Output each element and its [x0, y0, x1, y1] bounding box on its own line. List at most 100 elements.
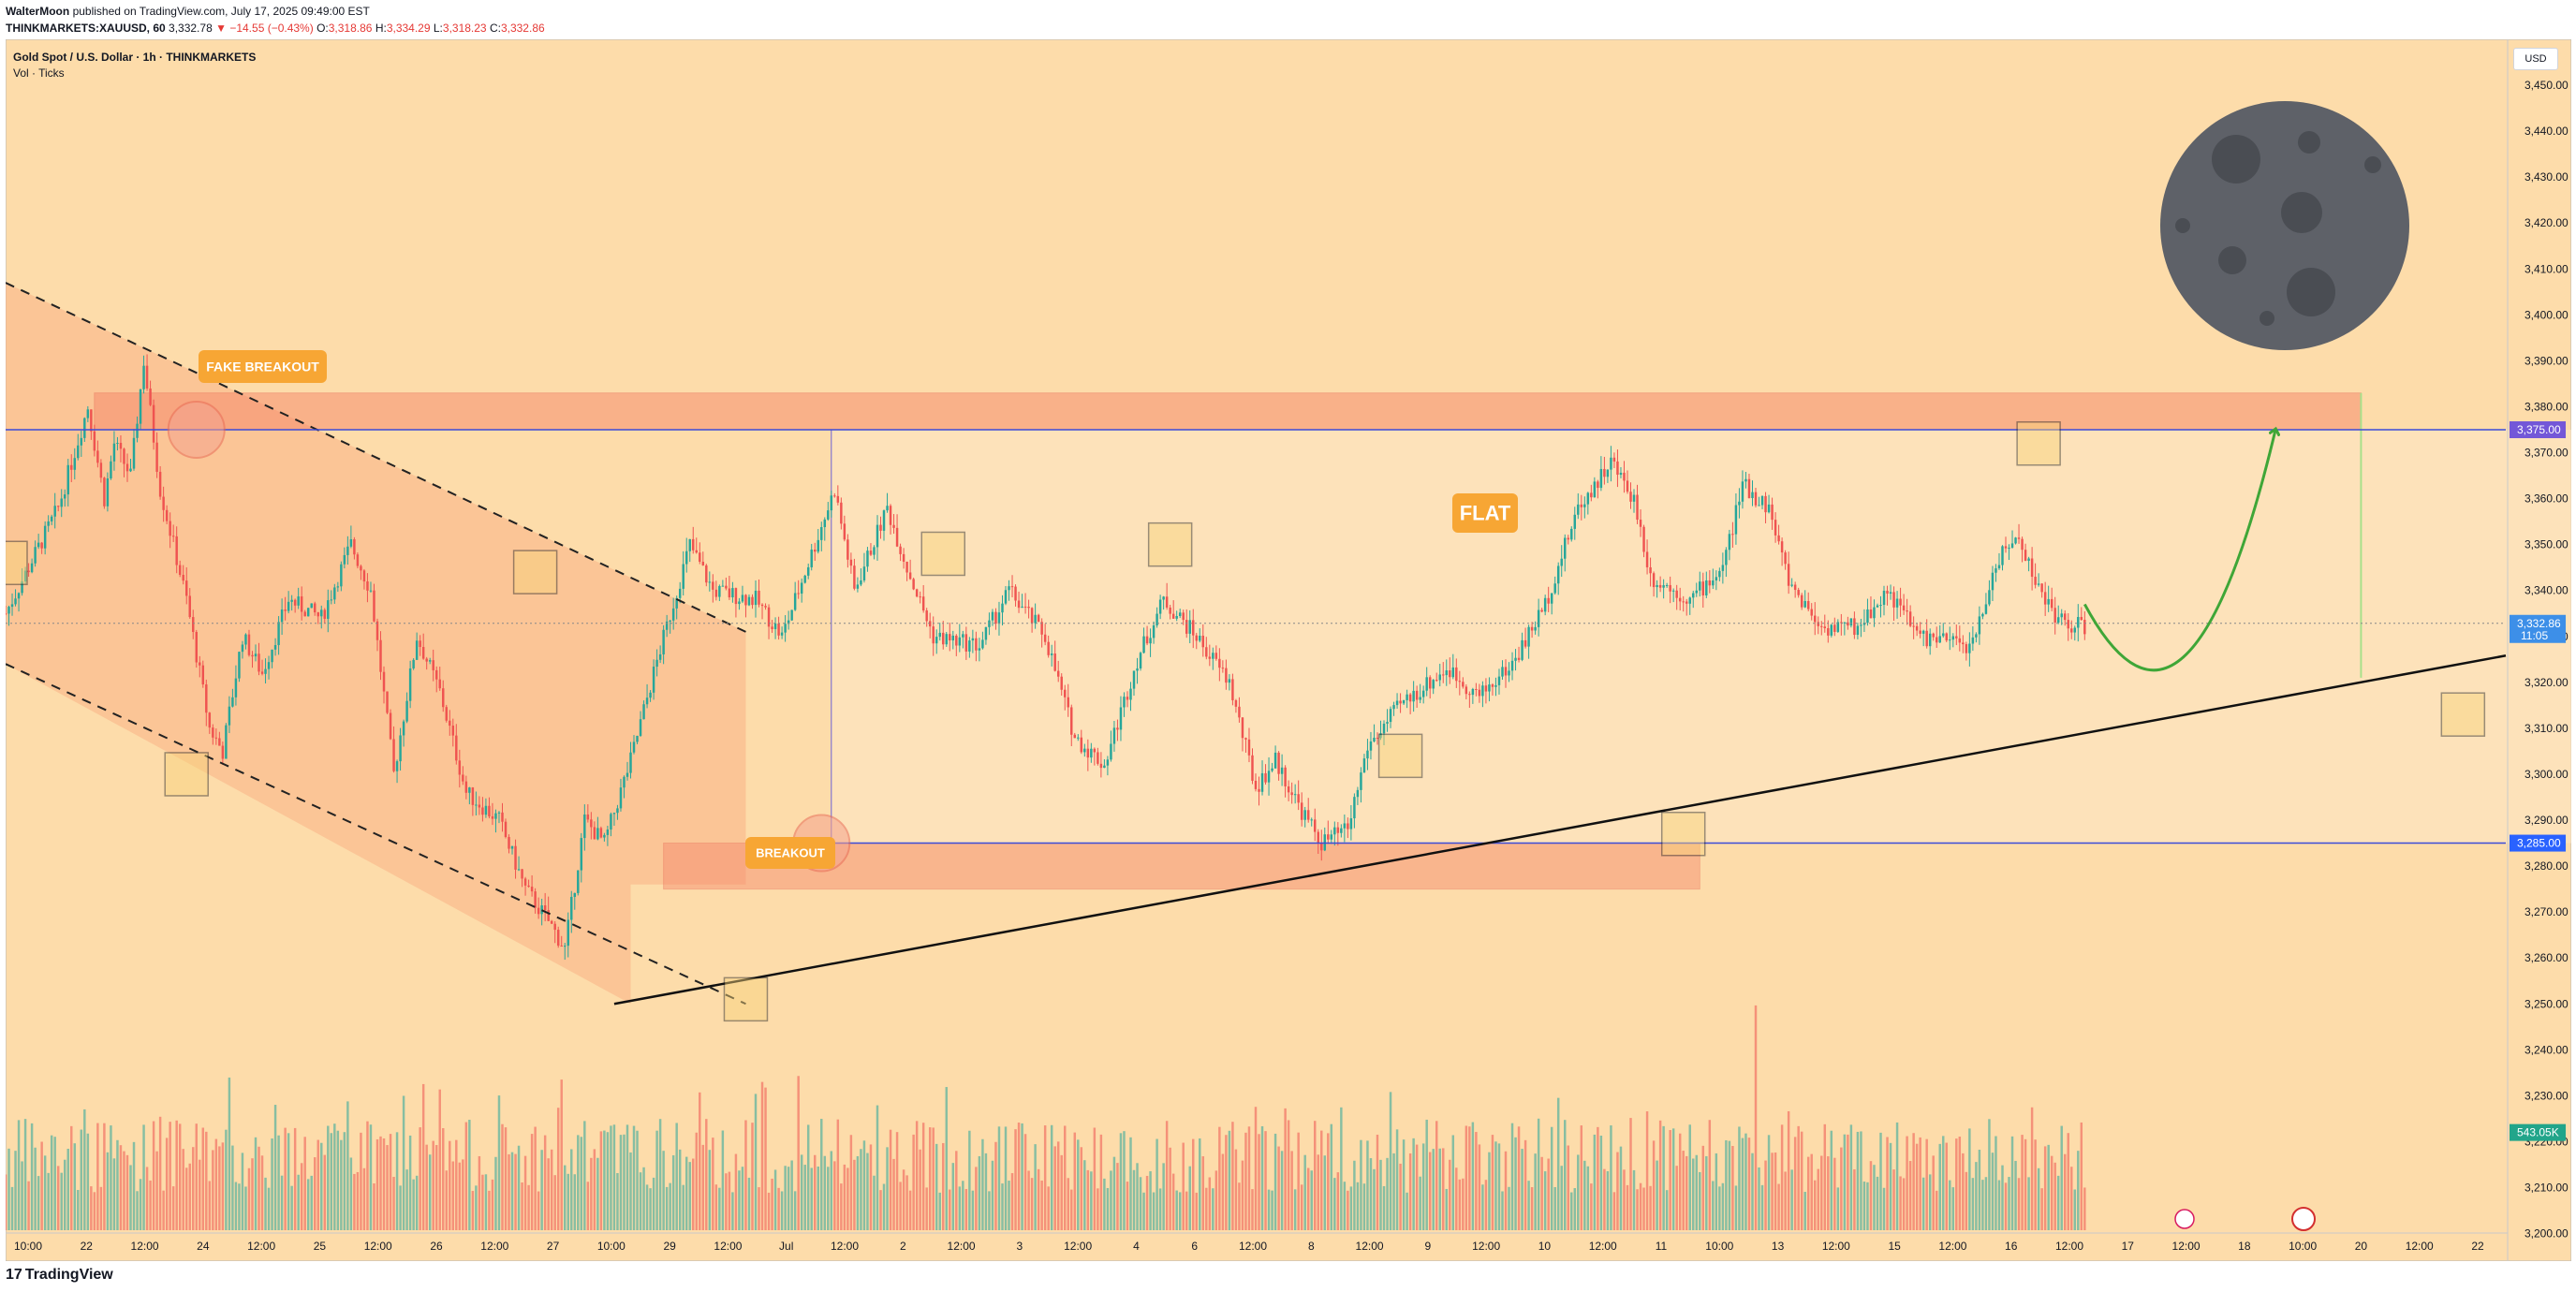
volume-bar: [1158, 1188, 1162, 1230]
volume-bar: [34, 1147, 37, 1230]
volume-bar: [1231, 1122, 1234, 1230]
volume-bar: [688, 1162, 691, 1230]
candle: [112, 443, 116, 462]
price-chart[interactable]: FAKE BREAKOUT BREAKOUT FLAT 3,450.00 3,440.…: [6, 39, 2571, 1261]
candle: [573, 892, 577, 897]
volume-bar: [1123, 1131, 1126, 1230]
resistance-price-tag-bg: [2510, 421, 2566, 439]
candle: [1790, 584, 1793, 586]
candle: [303, 611, 306, 617]
time-tick-label: Jul: [779, 1240, 793, 1253]
volume-bar: [90, 1186, 93, 1230]
fake-breakout-circle: [167, 401, 226, 460]
candle: [1136, 668, 1139, 671]
candle: [1152, 624, 1156, 639]
tradingview-footer[interactable]: 17 TradingView: [6, 1267, 113, 1284]
candle: [1053, 653, 1056, 671]
candle: [1906, 609, 1908, 612]
candle: [1705, 580, 1708, 596]
time-tick-label: 12:00: [1064, 1240, 1092, 1253]
candle: [343, 554, 346, 565]
volume-bar: [1419, 1176, 1421, 1230]
candle: [830, 495, 833, 511]
candle: [1317, 831, 1319, 844]
candle: [1912, 625, 1915, 627]
candle: [935, 637, 938, 644]
candle: [636, 735, 639, 742]
volume-bar: [665, 1186, 669, 1230]
candle: [873, 547, 876, 555]
candle: [1658, 584, 1662, 588]
candle: [1225, 668, 1228, 683]
time-tick-label: 10:00: [597, 1240, 626, 1253]
candle: [1995, 568, 1997, 573]
volume-bar: [1280, 1151, 1284, 1230]
candle: [981, 639, 984, 649]
volume-bar: [1767, 1135, 1771, 1230]
volume-bar: [1626, 1184, 1629, 1230]
candle: [1902, 605, 1906, 610]
candle: [1287, 785, 1290, 793]
candle: [1767, 504, 1771, 513]
volume-bar: [260, 1155, 264, 1230]
volume-bar: [1971, 1178, 1975, 1230]
candle: [1244, 738, 1247, 740]
volume-bar: [1754, 1005, 1758, 1230]
candle: [125, 463, 129, 472]
currency-button[interactable]: USD: [2513, 48, 2558, 70]
candle: [1169, 607, 1171, 614]
candle: [784, 624, 787, 633]
candle: [619, 787, 623, 809]
candle: [1116, 727, 1119, 730]
time-tick-label: 10:00: [2289, 1240, 2317, 1253]
candle: [1097, 752, 1099, 764]
volume-bar: [152, 1121, 155, 1230]
candle: [1619, 472, 1623, 476]
candle: [577, 870, 580, 893]
candle: [1629, 492, 1632, 502]
volume-bar: [238, 1183, 241, 1230]
candle: [1642, 526, 1645, 552]
volume-bar: [43, 1155, 47, 1230]
candle: [1886, 590, 1889, 595]
candle: [1073, 734, 1077, 739]
candle: [971, 638, 975, 641]
author-name[interactable]: WalterMoon: [6, 5, 70, 18]
candle: [43, 525, 47, 549]
candle: [827, 510, 830, 520]
tradingview-logo-icon: 17: [6, 1267, 22, 1283]
volume-bar: [2004, 1182, 2008, 1230]
candle: [991, 611, 994, 621]
candle: [623, 776, 626, 788]
time-tick-label: 16: [2005, 1240, 2018, 1253]
volume-bar: [373, 1183, 375, 1230]
volume-bar: [793, 1191, 797, 1230]
volume-bar: [860, 1149, 862, 1230]
volume-bar: [123, 1151, 125, 1230]
candle: [1258, 788, 1260, 792]
candle: [1843, 622, 1847, 624]
candle: [919, 596, 921, 598]
volume-bar: [612, 1124, 616, 1230]
volume-bar: [1671, 1128, 1675, 1230]
candle: [1001, 603, 1004, 613]
candle: [175, 536, 178, 565]
volume-bar: [1790, 1169, 1793, 1230]
candle: [2050, 598, 2053, 609]
candle: [1228, 679, 1231, 683]
candle: [760, 604, 764, 607]
volume-bar: [1320, 1130, 1323, 1230]
volume-bar: [145, 1167, 149, 1230]
candle: [182, 574, 184, 581]
candle: [968, 640, 971, 652]
volume-bar: [988, 1191, 991, 1230]
volume-bar: [540, 1150, 543, 1230]
candle: [692, 538, 695, 551]
candle: [1043, 634, 1047, 642]
us-flag-event-icon[interactable]: [2291, 1207, 2316, 1231]
volume-bar: [56, 1166, 60, 1230]
lightning-event-icon[interactable]: [2174, 1209, 2195, 1229]
volume-bar: [6, 1174, 7, 1230]
volume-bar: [1438, 1148, 1441, 1230]
volume-bar: [1873, 1165, 1876, 1230]
